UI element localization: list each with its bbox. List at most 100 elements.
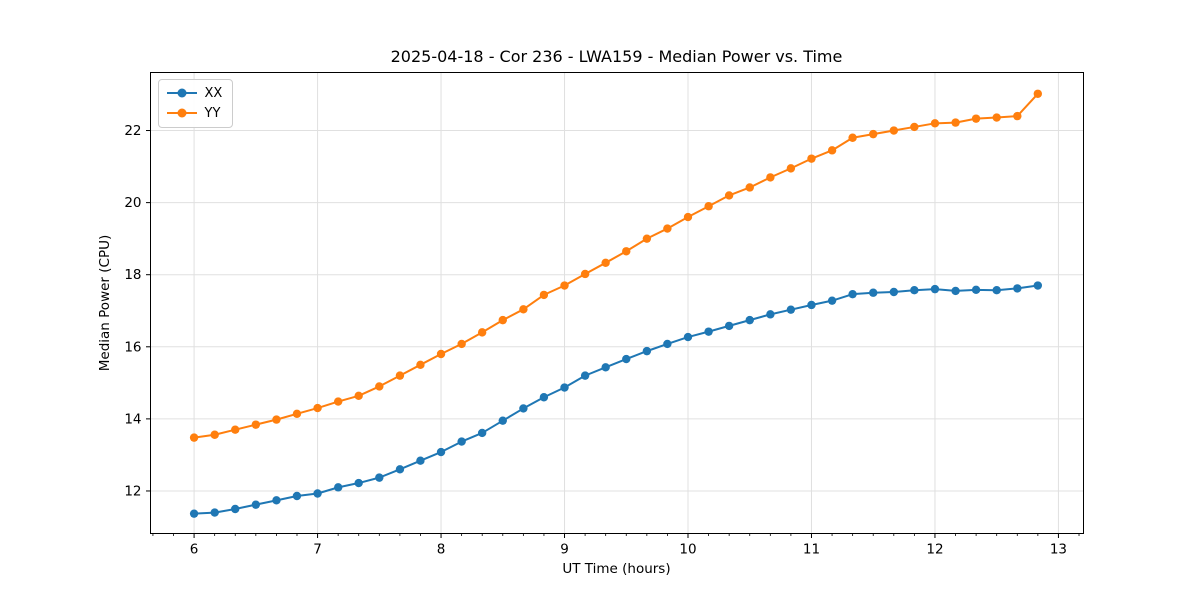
legend-item-xx: XX — [166, 84, 223, 103]
data-point-yy — [395, 371, 405, 380]
legend-label-yy: YY — [204, 105, 221, 121]
y-axis-label-text: Median Power (CPU) — [97, 234, 114, 372]
x-tick-label: 12 — [926, 542, 943, 558]
data-point-xx — [416, 456, 425, 465]
x-axis-label: UT Time (hours) — [562, 561, 671, 577]
legend-line-marker-xx-icon — [166, 88, 197, 98]
data-point-xx — [683, 332, 693, 342]
data-point-xx — [292, 491, 302, 501]
data-point-yy — [992, 113, 1001, 122]
x-tick-label: 7 — [313, 542, 322, 558]
data-point-yy — [251, 420, 261, 429]
data-point-xx — [807, 300, 816, 310]
data-point-xx — [869, 288, 878, 297]
data-point-xx — [992, 286, 1001, 295]
data-point-xx — [189, 509, 199, 518]
data-point-xx — [313, 489, 322, 498]
data-point-xx — [786, 305, 796, 314]
data-point-xx — [251, 500, 261, 509]
x-tick-label: 6 — [190, 542, 199, 558]
y-tick-label: 18 — [124, 267, 141, 283]
data-point-yy — [889, 126, 899, 135]
y-tick-label: 22 — [124, 123, 141, 139]
data-point-xx — [210, 508, 219, 517]
data-point-xx — [724, 321, 734, 331]
data-point-yy — [477, 328, 487, 337]
data-point-xx — [910, 286, 919, 295]
data-point-yy — [869, 129, 878, 139]
data-point-yy — [375, 382, 384, 391]
data-point-yy — [642, 234, 652, 243]
data-point-xx — [560, 383, 569, 392]
data-point-yy — [601, 258, 610, 268]
legend: XX YY — [157, 78, 234, 128]
data-point-xx — [848, 289, 857, 299]
data-point-xx — [766, 310, 775, 319]
data-point-yy — [580, 269, 590, 279]
y-tick-label: 16 — [124, 339, 141, 355]
data-point-yy — [560, 281, 569, 290]
data-point-yy — [333, 397, 343, 406]
legend-label-xx: XX — [204, 85, 223, 101]
data-point-xx — [539, 393, 549, 402]
y-tick-label: 14 — [124, 411, 141, 427]
data-point-yy — [704, 202, 713, 211]
data-point-yy — [622, 247, 631, 256]
data-point-yy — [189, 433, 199, 442]
data-point-yy — [786, 164, 796, 173]
series-line-xx — [194, 284, 1038, 515]
data-point-yy — [827, 146, 837, 155]
data-point-xx — [395, 465, 405, 474]
data-point-yy — [724, 191, 734, 200]
x-tick-label: 9 — [560, 542, 569, 558]
chart-title: 2025-04-18 - Cor 236 - LWA159 - Median P… — [390, 47, 843, 66]
data-point-xx — [622, 354, 631, 364]
data-point-xx — [436, 447, 446, 457]
data-point-xx — [601, 363, 610, 372]
data-point-yy — [683, 212, 693, 222]
data-point-xx — [889, 287, 899, 297]
data-point-yy — [436, 349, 446, 359]
y-tick-label: 20 — [124, 195, 141, 211]
data-point-xx — [1013, 284, 1022, 293]
x-tick-label: 11 — [803, 542, 820, 558]
data-point-yy — [930, 119, 940, 128]
data-point-xx — [231, 504, 240, 514]
x-tick-label: 13 — [1050, 542, 1067, 558]
data-point-yy — [1013, 111, 1022, 121]
data-point-xx — [663, 339, 672, 349]
x-tick-label: 8 — [437, 542, 446, 558]
plot-border — [150, 72, 1084, 534]
data-point-yy — [272, 415, 281, 424]
data-point-xx — [354, 478, 363, 488]
data-point-yy — [416, 360, 425, 370]
data-point-xx — [519, 404, 528, 413]
data-point-yy — [231, 425, 240, 434]
y-tick-label: 12 — [124, 483, 141, 499]
data-point-xx — [642, 346, 652, 356]
data-point-yy — [663, 224, 672, 233]
data-point-xx — [951, 286, 960, 296]
data-point-xx — [375, 473, 384, 482]
data-point-yy — [766, 173, 775, 182]
data-point-yy — [1033, 89, 1043, 98]
data-point-yy — [539, 290, 549, 300]
data-point-xx — [827, 296, 837, 305]
data-point-xx — [457, 437, 466, 446]
data-point-xx — [1033, 281, 1043, 290]
series-line-yy — [193, 93, 1039, 439]
data-point-yy — [210, 430, 219, 439]
data-point-xx — [272, 496, 281, 505]
legend-item-yy: YY — [166, 104, 223, 123]
data-point-xx — [704, 327, 713, 336]
data-point-xx — [745, 315, 754, 325]
data-point-yy — [292, 409, 302, 419]
data-point-yy — [519, 305, 528, 314]
data-point-yy — [745, 183, 754, 192]
data-point-yy — [951, 118, 960, 127]
data-point-yy — [313, 403, 322, 413]
data-point-yy — [848, 133, 857, 142]
data-point-xx — [930, 284, 940, 294]
